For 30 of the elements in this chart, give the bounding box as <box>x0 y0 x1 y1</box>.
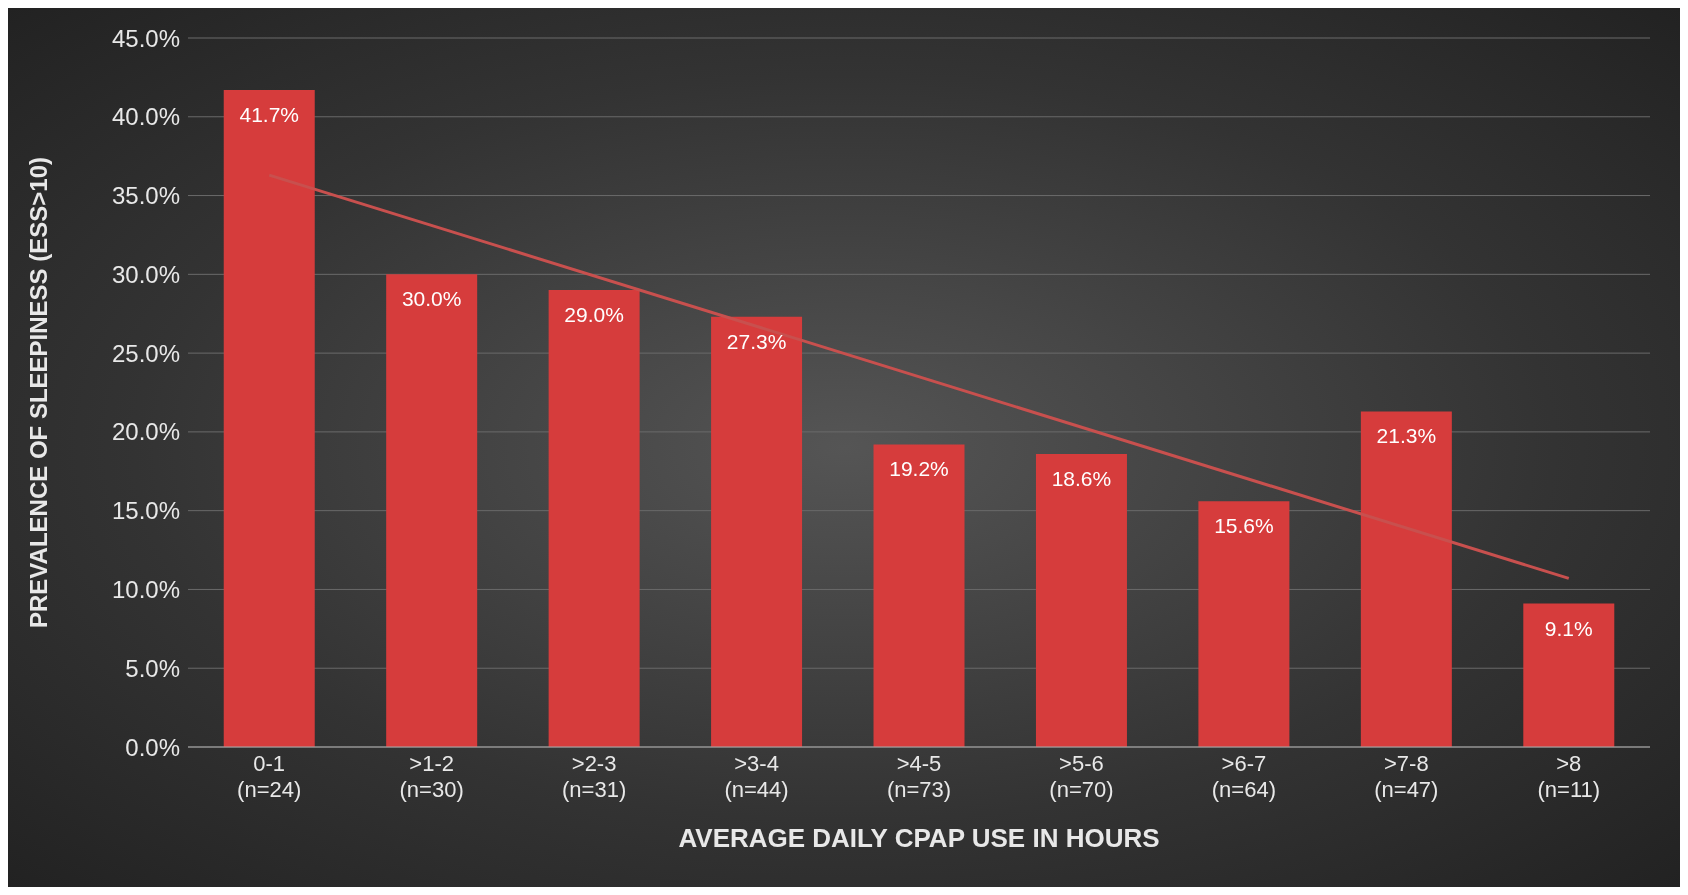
x-tick-label: >8 (n=11) <box>1537 751 1601 802</box>
data-label: 30.0% <box>401 287 462 311</box>
y-tick-label: 15.0% <box>111 497 180 525</box>
y-tick-label: 5.0% <box>125 654 180 682</box>
y-tick-label: 30.0% <box>111 260 180 288</box>
data-label: 27.3% <box>726 329 787 353</box>
x-tick-label: >5-6 (n=70) <box>1049 751 1114 802</box>
data-label: 29.0% <box>564 303 624 327</box>
x-tick-label: 0-1 (n=24) <box>237 751 302 802</box>
y-tick-label: 25.0% <box>111 339 180 367</box>
x-tick-label: >4-5 (n=73) <box>886 751 952 802</box>
x-tick-label: >2-3 (n=31) <box>562 751 627 802</box>
y-tick-label: 35.0% <box>111 182 180 210</box>
data-label: 19.2% <box>889 457 949 481</box>
x-tick-label: >7-8 (n=47) <box>1374 751 1439 802</box>
x-axis-title: AVERAGE DAILY CPAP USE IN HOURS <box>678 823 1160 853</box>
data-label: 9.1% <box>1544 616 1593 640</box>
y-axis-title: PREVALENCE OF SLEEPINESS (ESS>10) <box>24 156 52 629</box>
data-label: 15.6% <box>1214 514 1274 538</box>
x-tick-label: >6-7 (n=64) <box>1211 751 1276 802</box>
x-tick-label: >3-4 (n=44) <box>724 751 789 802</box>
y-tick-label: 20.0% <box>111 418 180 446</box>
data-label: 41.7% <box>239 102 300 126</box>
data-label: 18.6% <box>1051 466 1112 490</box>
y-tick-label: 40.0% <box>111 103 180 131</box>
y-tick-label: 45.0% <box>111 24 180 52</box>
data-label: 21.3% <box>1376 424 1437 448</box>
x-tick-label: >1-2 (n=30) <box>399 751 464 802</box>
y-tick-label: 0.0% <box>125 733 180 761</box>
y-tick-label: 10.0% <box>111 575 180 603</box>
